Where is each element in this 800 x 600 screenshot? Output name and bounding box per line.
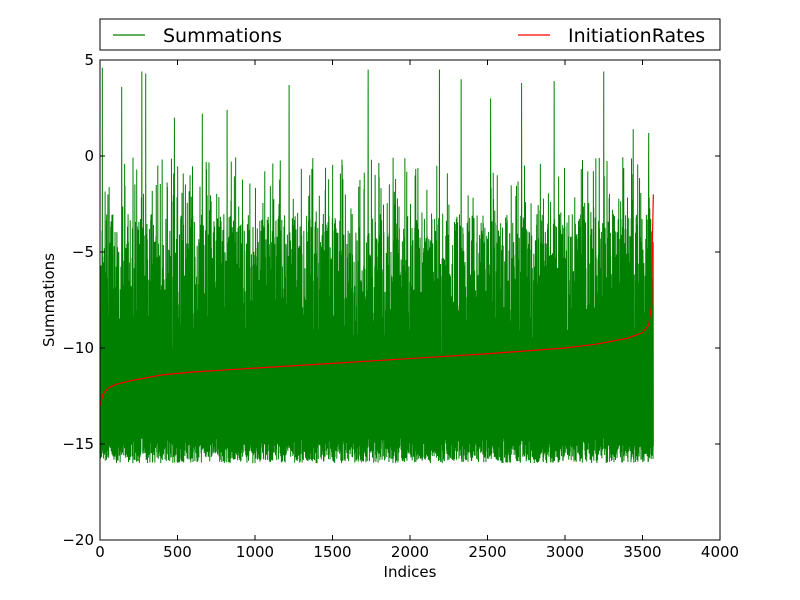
y-tick-label: −5	[72, 243, 94, 261]
x-tick-label: 3000	[546, 543, 584, 561]
x-tick-label: 3500	[623, 543, 661, 561]
x-axis-label: Indices	[384, 563, 437, 581]
series-line-summations	[100, 67, 654, 464]
legend-label-summations: Summations	[163, 25, 282, 47]
series-line-initiation-rates	[100, 194, 654, 406]
y-tick-label: 0	[84, 147, 94, 165]
ticks-layer: 0 500 1000 1500 2000 2500 3000 3500 4000 5 0 −5 −10 −…	[62, 51, 739, 561]
y-tick-label: −15	[62, 435, 94, 453]
x-tick-label: 4000	[701, 543, 739, 561]
y-tick-label: −20	[62, 531, 94, 549]
legend-box	[99, 18, 721, 51]
y-tick-label: −10	[62, 339, 94, 357]
legend-label-initiation-rates: InitiationRates	[568, 25, 705, 47]
x-tick-label: 500	[163, 543, 192, 561]
x-tick-label: 2000	[391, 543, 429, 561]
y-axis-label: Summations	[40, 253, 58, 347]
legend: Summations InitiationRates	[99, 18, 721, 51]
series-layer	[100, 67, 654, 464]
x-tick-label: 0	[95, 543, 105, 561]
x-tick-label: 2500	[468, 543, 506, 561]
y-tick-label: 5	[84, 51, 94, 69]
x-tick-label: 1500	[313, 543, 351, 561]
x-tick-label: 1000	[236, 543, 274, 561]
